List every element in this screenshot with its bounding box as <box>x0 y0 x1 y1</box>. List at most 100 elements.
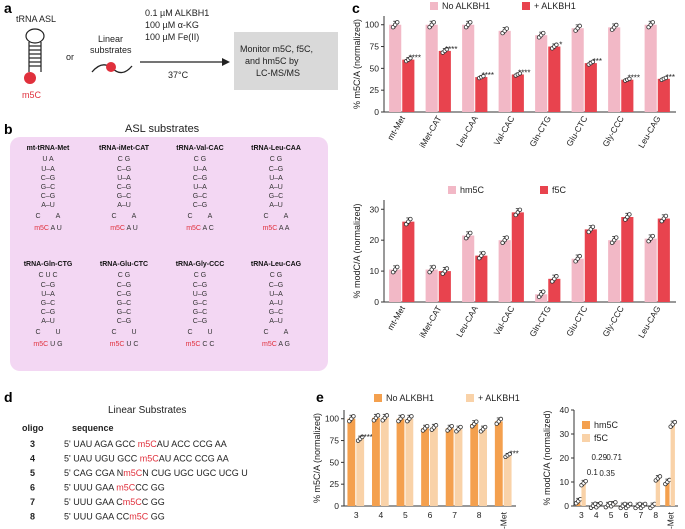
asl-name: mt-tRNA-Met <box>27 145 70 152</box>
asl-name: tRNA-Gln-CTG <box>24 261 73 268</box>
bar-f5c <box>548 278 561 302</box>
condition-2: 100 µM α-KG <box>145 20 199 30</box>
x-tick-label: 7 <box>638 510 643 520</box>
asl-substrates-title: ASL substrates <box>125 123 200 135</box>
oligo-number: 6 <box>30 483 35 493</box>
significance-marker: *** <box>509 449 518 458</box>
y-tick-label: 20 <box>560 453 570 463</box>
asl-base-pair: C–G <box>41 309 55 316</box>
asl-anticodon: m5C A A <box>263 225 290 232</box>
legend-label: f5C <box>552 185 567 195</box>
x-tick-label: 5 <box>403 510 408 520</box>
asl-title: tRNA ASL <box>16 14 56 24</box>
temperature: 37°C <box>168 70 189 80</box>
legend-label: + ALKBH1 <box>534 1 576 11</box>
oligo-number: 8 <box>30 512 35 522</box>
bar-hm5c <box>425 269 438 302</box>
asl-base-pair: C–G <box>117 166 131 173</box>
asl-base-pair: U–A <box>269 175 283 182</box>
asl-base-pair: A–U <box>269 184 283 191</box>
x-tick-label: 3 <box>579 510 584 520</box>
asl-m5c: m5C <box>186 225 201 232</box>
asl-base-pair: C–G <box>193 318 207 325</box>
data-point <box>498 416 504 422</box>
x-tick-label: Leu-CAG <box>636 304 662 340</box>
legend-label: hm5C <box>594 420 619 430</box>
arrow-head-icon <box>222 58 230 66</box>
asl-loop-top: C G <box>118 156 130 163</box>
asl-anticodon: m5C A U <box>34 225 62 232</box>
bar-no-alkbh1 <box>389 24 402 112</box>
asl-m5c-dot <box>24 72 36 84</box>
y-tick-label: 20 <box>370 235 380 245</box>
bar-f5c <box>475 255 488 302</box>
significance-marker: *** <box>666 73 675 82</box>
bar-f5c <box>584 229 597 302</box>
asl-base-pair: U–A <box>193 166 207 173</box>
x-tick-label: Leu-CAA <box>454 304 480 339</box>
asl-base-pair: A–U <box>269 202 283 209</box>
asl-base-pair: G–C <box>193 309 207 316</box>
oligo-number: 3 <box>30 439 35 449</box>
oligo-number: 5 <box>30 468 35 478</box>
box-line-3: LC-MS/MS <box>256 68 300 78</box>
asl-base-pair: C–G <box>269 166 283 173</box>
data-point <box>590 224 596 229</box>
seq-pre: 5' UAU AGA GCC <box>64 439 138 449</box>
asl-base-pair: C–G <box>117 282 131 289</box>
bar-hm5c <box>535 294 548 302</box>
asl-loop-left: C <box>187 329 192 336</box>
data-point <box>433 423 439 428</box>
asl-m5c: m5C <box>186 341 201 348</box>
y-tick-label: 100 <box>365 20 379 30</box>
data-point <box>517 71 523 76</box>
asl-base-pair: U–A <box>41 291 55 298</box>
or-text: or <box>66 52 74 62</box>
data-point <box>590 59 596 64</box>
data-point <box>642 501 648 507</box>
x-tick-label: 6 <box>624 510 629 520</box>
asl-anticodon-rest: A U <box>125 225 138 232</box>
x-tick-label: Gln-CTG <box>527 304 553 338</box>
data-point <box>468 20 473 25</box>
seq-m5c: m5C <box>116 483 136 493</box>
bar-no-alkbh1 <box>462 24 475 112</box>
bar-hm5c <box>389 269 402 302</box>
x-tick-label: Val-CAC <box>492 114 517 147</box>
x-tick-label: 4 <box>594 510 599 520</box>
seq-pre: 5' UUU GAA CC <box>64 512 130 522</box>
asl-anticodon-rest: A C <box>201 225 214 232</box>
asl-base-pair: C–G <box>193 282 207 289</box>
data-point <box>650 233 655 239</box>
bar-f5c <box>581 483 586 506</box>
y-tick-label: 0 <box>374 107 379 117</box>
oligo-number: 4 <box>30 454 35 464</box>
data-point <box>458 424 463 430</box>
x-tick-label: Gly-CCC <box>600 114 626 148</box>
bar-no-alkbh1 <box>445 428 454 506</box>
seq-pre: 5' UUU GAA <box>64 483 116 493</box>
data-point <box>444 46 450 52</box>
asl-loop-right: A <box>284 329 289 336</box>
asl-substrate-panel <box>10 137 328 371</box>
y-tick-label: 10 <box>370 266 380 276</box>
data-point <box>541 289 546 294</box>
asl-base-pair: G–C <box>41 184 55 191</box>
data-point <box>395 264 400 270</box>
asl-m5c: m5C <box>110 341 125 348</box>
data-point <box>408 55 413 61</box>
bar-hm5c <box>462 235 475 302</box>
value-annotation: 0.35 <box>599 469 615 478</box>
legend-swatch <box>430 2 438 10</box>
significance-marker: **** <box>518 68 530 77</box>
legend-swatch <box>582 421 590 429</box>
asl-base-pair: C–G <box>41 193 55 200</box>
y-tick-label: 75 <box>370 42 380 52</box>
bar-no-alkbh1 <box>372 417 380 506</box>
bar--alkbh1 <box>657 78 670 112</box>
data-point <box>663 75 669 81</box>
asl-base-pair: C–G <box>193 175 207 182</box>
legend-label: No ALKBH1 <box>442 1 490 11</box>
